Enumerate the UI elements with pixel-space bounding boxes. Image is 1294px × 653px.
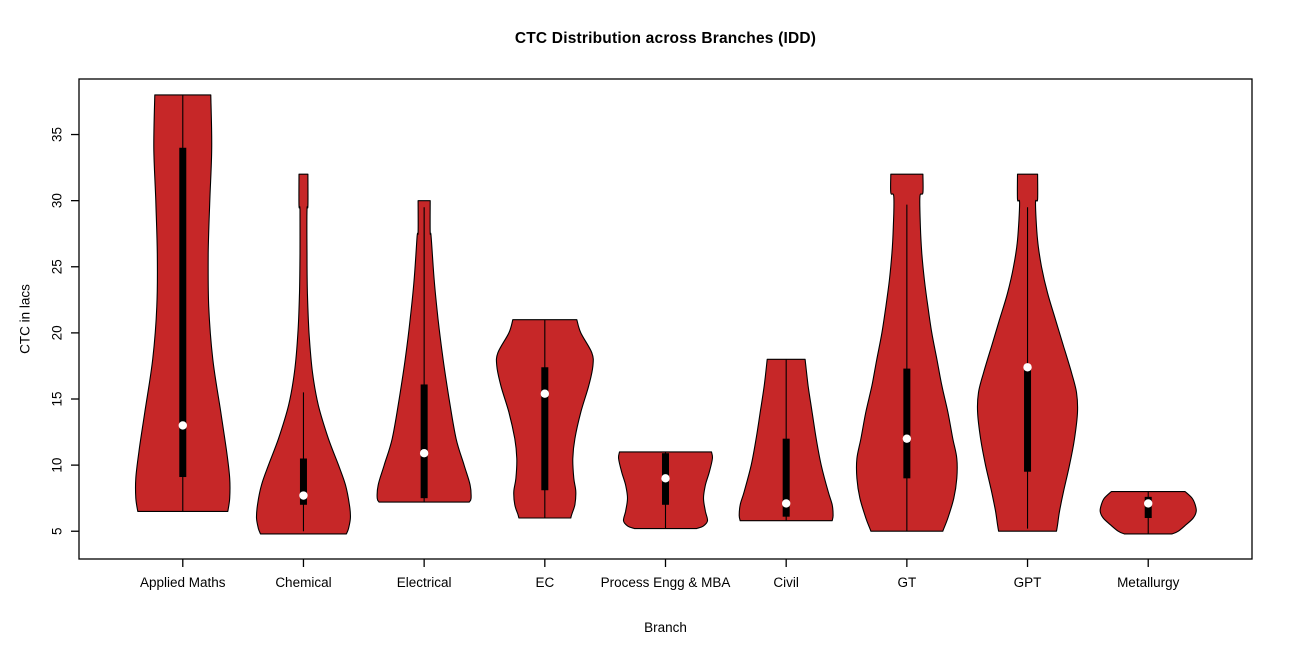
iqr-box — [179, 147, 187, 478]
y-tick-label: 10 — [50, 458, 65, 473]
iqr-box — [541, 367, 549, 491]
y-tick-label: 20 — [50, 325, 65, 340]
median-dot — [419, 449, 429, 458]
x-axis-title: Branch — [644, 620, 687, 635]
median-dot — [1144, 499, 1153, 508]
chart-title: CTC Distribution across Branches (IDD) — [514, 30, 817, 47]
iqr-box — [420, 384, 428, 499]
y-tick-label: 30 — [50, 193, 65, 208]
y-tick-label: 5 — [50, 527, 65, 535]
median-dot — [540, 389, 550, 398]
median-dot — [178, 421, 187, 430]
x-category-label: GT — [897, 575, 916, 590]
median-dot — [1023, 363, 1032, 372]
x-category-label: Chemical — [275, 575, 331, 590]
iqr-box — [299, 458, 307, 505]
x-category-label: Civil — [773, 575, 799, 590]
y-tick-label: 25 — [50, 259, 65, 274]
y-tick-label: 35 — [50, 127, 65, 142]
x-category-label: EC — [535, 575, 554, 590]
median-dot — [781, 499, 791, 508]
x-category-label: GPT — [1014, 575, 1042, 590]
x-category-label: Electrical — [397, 575, 452, 590]
violin-shape — [255, 173, 352, 535]
x-category-label: Process Engg & MBA — [601, 575, 731, 590]
median-dot — [299, 491, 308, 500]
y-tick-label: 15 — [50, 391, 65, 406]
iqr-box — [903, 368, 911, 479]
iqr-box — [1024, 365, 1032, 472]
median-dot — [902, 434, 912, 443]
x-category-label: Metallurgy — [1117, 575, 1180, 590]
median-dot — [661, 474, 670, 483]
x-category-label: Applied Maths — [140, 575, 226, 590]
iqr-box — [782, 438, 790, 517]
